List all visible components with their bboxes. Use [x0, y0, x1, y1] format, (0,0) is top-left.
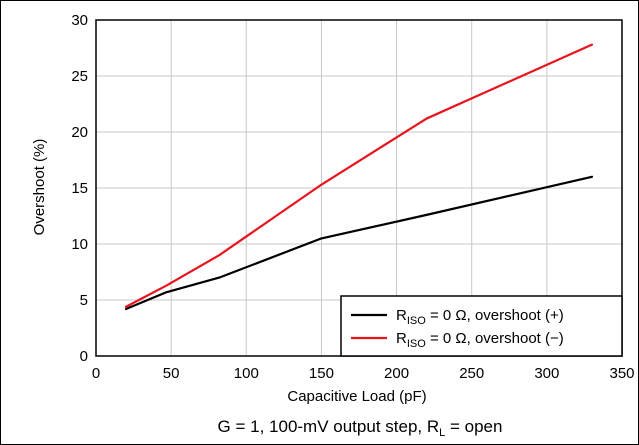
x-tick-label: 200	[384, 365, 409, 382]
caption-tail: = open	[445, 417, 502, 436]
y-tick-label: 0	[80, 348, 88, 365]
legend-label-suffix: = 0 Ω, overshoot (−)	[426, 330, 564, 347]
tick-labels: 0 50 100 150 200 250 300 350 0 5 10 15 20 25 30	[71, 12, 634, 382]
legend-label-sub: ISO	[407, 338, 426, 350]
y-tick-label: 30	[71, 12, 88, 29]
series-line-2	[124, 43, 594, 308]
x-tick-label: 300	[534, 365, 559, 382]
series-line-1	[124, 175, 594, 311]
legend-label-2: RISO = 0 Ω, overshoot (−)	[396, 330, 564, 350]
x-tick-label: 150	[309, 365, 334, 382]
legend-label-1: RISO = 0 Ω, overshoot (+)	[396, 307, 564, 327]
x-tick-label: 50	[163, 365, 180, 382]
legend: RISO = 0 Ω, overshoot (+)RISO = 0 Ω, ove…	[340, 295, 623, 357]
caption-main: G = 1, 100-mV output step, R	[218, 417, 440, 436]
x-tick-label: 100	[234, 365, 259, 382]
y-tick-label: 20	[71, 124, 88, 141]
y-tick-label: 10	[71, 236, 88, 253]
x-axis-label: Capacitive Load (pF)	[287, 388, 426, 405]
series-layer	[124, 43, 594, 311]
caption-sub: L	[439, 427, 445, 439]
legend-box	[340, 295, 623, 357]
x-tick-label: 0	[92, 365, 100, 382]
y-axis-label: Overshoot (%)	[31, 139, 48, 236]
y-tick-label: 15	[71, 180, 88, 197]
y-tick-label: 25	[71, 68, 88, 85]
chart-caption: G = 1, 100-mV output step, RL = open	[218, 417, 503, 439]
x-tick-label: 250	[459, 365, 484, 382]
y-tick-label: 5	[80, 292, 88, 309]
legend-label-sub: ISO	[407, 315, 426, 327]
legend-label-suffix: = 0 Ω, overshoot (+)	[426, 307, 564, 324]
legend-label-prefix: R	[396, 330, 407, 347]
legend-label-prefix: R	[396, 307, 407, 324]
x-tick-label: 350	[609, 365, 634, 382]
